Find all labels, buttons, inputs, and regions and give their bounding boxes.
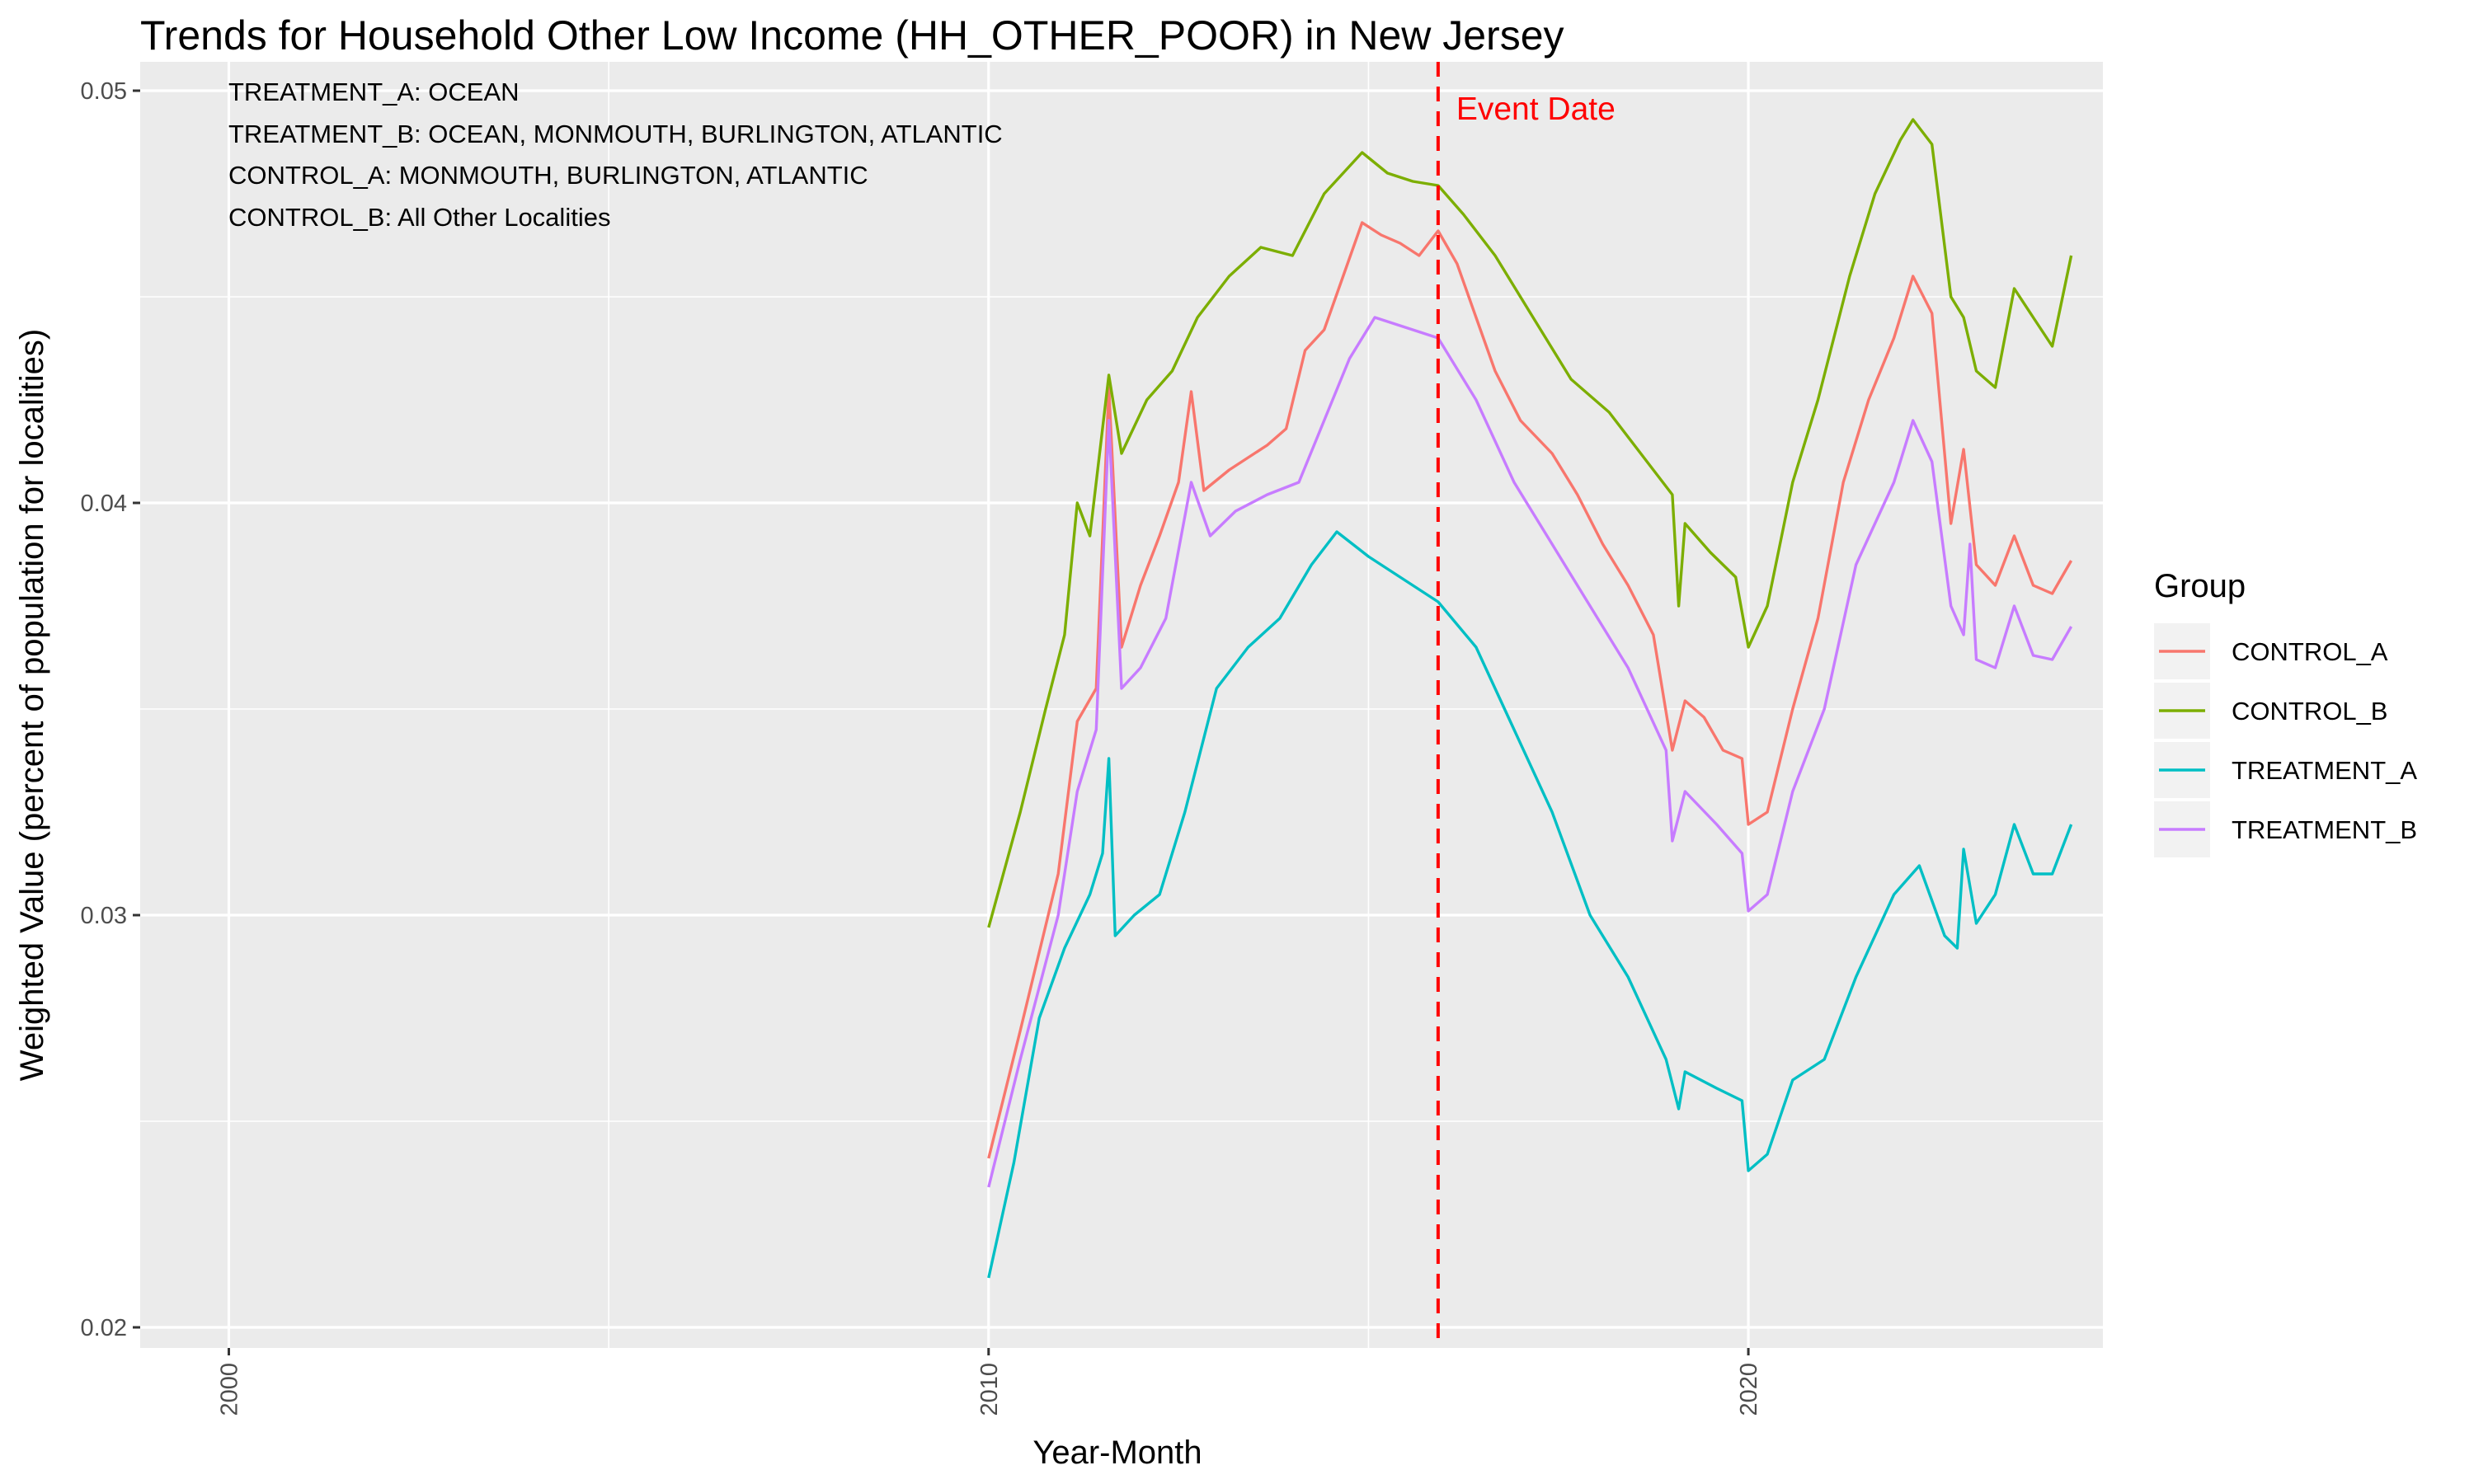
x-tick-label: 2010 (976, 1363, 1003, 1416)
series-line-treatment-a (987, 530, 2073, 1279)
x-tick-label: 2000 (216, 1363, 242, 1416)
x-axis-title: Year-Month (1032, 1435, 1202, 1471)
y-tick-label: 0.03 (81, 903, 127, 929)
group-definitions: TREATMENT_A: OCEAN TREATMENT_B: OCEAN, M… (228, 77, 1003, 232)
note-control-a: CONTROL_A: MONMOUTH, BURLINGTON, ATLANTI… (228, 161, 868, 190)
legend-label: TREATMENT_B (2232, 815, 2417, 844)
series-line-control-b (987, 118, 2073, 928)
plot-background (140, 62, 2103, 1348)
legend-label: CONTROL_A (2232, 637, 2388, 666)
legend-label: TREATMENT_A (2232, 756, 2417, 785)
y-axis-title: Weighted Value (percent of population fo… (14, 329, 50, 1081)
chart-title: Trends for Household Other Low Income (H… (140, 12, 1564, 59)
y-tick-label: 0.05 (81, 78, 127, 105)
legend: Group CONTROL_A CONTROL_B TREATMENT_A TREAT… (2154, 568, 2417, 857)
axis-ticks (133, 89, 1750, 1355)
series-line-control-a (987, 221, 2073, 1159)
event-date-label: Event Date (1456, 92, 1616, 127)
axis-tick-labels: 2000 2010 2020 0.02 0.03 0.04 0.05 (81, 78, 1763, 1416)
series-lines (987, 118, 2073, 1279)
note-treatment-a: TREATMENT_A: OCEAN (228, 77, 520, 106)
legend-title: Group (2154, 568, 2246, 604)
minor-gridlines (140, 62, 2103, 1348)
event-marker: Event Date (1436, 62, 1616, 1348)
major-gridlines (140, 62, 2103, 1348)
series-line-treatment-b (987, 316, 2073, 1188)
note-treatment-b: TREATMENT_B: OCEAN, MONMOUTH, BURLINGTON… (228, 120, 1003, 148)
note-control-b: CONTROL_B: All Other Localities (228, 203, 610, 232)
y-tick-label: 0.02 (81, 1315, 127, 1341)
y-tick-label: 0.04 (81, 491, 127, 517)
legend-label: CONTROL_B (2232, 697, 2387, 726)
x-tick-label: 2020 (1736, 1363, 1762, 1416)
